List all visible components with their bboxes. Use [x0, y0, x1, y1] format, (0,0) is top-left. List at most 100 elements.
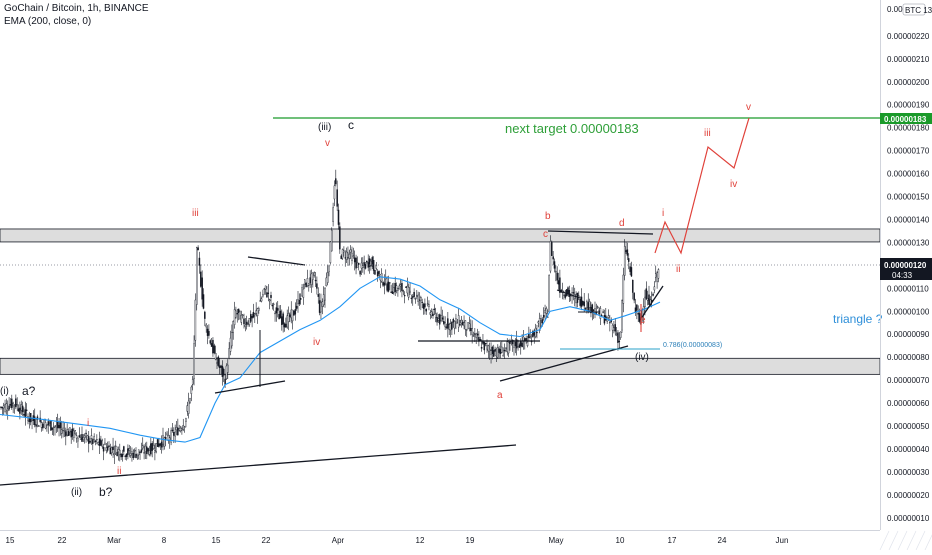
candle-body: [239, 311, 241, 320]
candle-body: [210, 343, 213, 347]
candle-body: [628, 258, 630, 262]
candle-body: [289, 314, 291, 317]
candle-body: [200, 271, 202, 287]
candle-body: [306, 278, 309, 286]
candle-body: [86, 435, 89, 440]
candle-body: [55, 425, 58, 427]
plot-background: [0, 0, 880, 530]
wave-label: c: [543, 229, 548, 240]
candle-body: [584, 308, 587, 310]
mini-triangle-top: [556, 289, 581, 299]
time-tick-label: May: [548, 536, 563, 545]
candle-body: [332, 207, 334, 222]
candle-body: [337, 209, 340, 225]
wave-label: b: [545, 211, 551, 222]
candle-body: [136, 453, 139, 456]
candle-body: [106, 446, 109, 451]
candle-body: [493, 350, 495, 357]
candle-body: [525, 338, 527, 341]
wave-label: v: [325, 138, 330, 149]
candle-body: [395, 285, 398, 291]
candle-body: [378, 271, 380, 275]
candle-body: [282, 313, 284, 325]
wave-label: v: [746, 102, 751, 113]
candle-body: [549, 241, 552, 272]
candle-body: [58, 425, 60, 429]
candle-body: [272, 303, 275, 305]
candle-body: [38, 425, 40, 427]
candle-body: [490, 350, 492, 356]
candle-body: [82, 437, 85, 440]
ema-legend[interactable]: EMA (200, close, 0): [4, 16, 92, 27]
candle-body: [178, 428, 180, 431]
wave-label: iv: [730, 179, 737, 190]
axis-corner-hatch: [906, 530, 917, 551]
candle-body: [594, 308, 596, 315]
wave-label: d: [619, 218, 625, 229]
candle-body: [281, 316, 283, 325]
ema-line: [0, 276, 661, 443]
candle-body: [144, 445, 147, 452]
candle-body: [140, 449, 143, 453]
candle-body: [367, 262, 369, 268]
candle-body: [486, 345, 488, 350]
candle-body: [43, 419, 45, 428]
candle-body: [648, 294, 650, 305]
candle-body: [148, 450, 151, 455]
candle-body: [429, 312, 432, 315]
candle-body: [260, 298, 263, 302]
candle-body: [291, 309, 294, 322]
candle-body: [65, 431, 67, 437]
candle-body: [255, 310, 257, 314]
candle-body: [51, 427, 54, 430]
price-tick-label: 0.00000050: [887, 422, 930, 431]
candle-body: [596, 306, 599, 308]
candle-body: [205, 324, 207, 328]
candle-body: [66, 429, 68, 436]
candle-body: [268, 299, 271, 302]
candle-body: [181, 428, 183, 431]
long-trendline: [0, 444, 517, 486]
candle-body: [132, 452, 135, 459]
candle-body: [351, 253, 353, 261]
candle-body: [646, 298, 649, 301]
candle-body: [335, 178, 337, 185]
candle-body: [34, 416, 36, 426]
candle-body: [507, 342, 510, 354]
candle-body: [615, 333, 618, 335]
candle-body: [195, 247, 198, 305]
candle-body: [285, 323, 287, 328]
candle-body: [240, 314, 243, 323]
candle-body: [63, 430, 66, 432]
candle-body: [633, 293, 635, 301]
symbol-legend[interactable]: GoChain / Bitcoin, 1h, BINANCE: [4, 3, 149, 14]
candle-body: [97, 442, 99, 445]
candle-body: [8, 405, 10, 410]
candle-body: [452, 319, 455, 323]
candle-body: [552, 256, 554, 260]
candle-body: [124, 455, 126, 457]
candle-body: [352, 255, 355, 257]
wave-label: c: [348, 118, 354, 132]
candle-body: [108, 445, 110, 448]
wave-label: ii: [676, 264, 680, 275]
candle-body: [121, 454, 124, 457]
candle-body: [235, 310, 237, 318]
currency-badge[interactable]: [902, 3, 926, 16]
candle-body: [297, 299, 299, 305]
candle-body: [150, 443, 152, 455]
candle-body: [529, 336, 531, 339]
candle-body: [87, 436, 90, 444]
candle-body: [185, 418, 187, 422]
candle-body: [220, 365, 222, 368]
candle-body: [131, 451, 133, 454]
candle-body: [405, 286, 407, 288]
candle-body: [456, 322, 459, 324]
candle-body: [35, 424, 37, 427]
candle-body: [372, 260, 375, 271]
candle-body: [218, 365, 221, 368]
candle-body: [443, 321, 445, 324]
price-tick-label: 0.00000150: [887, 193, 930, 202]
